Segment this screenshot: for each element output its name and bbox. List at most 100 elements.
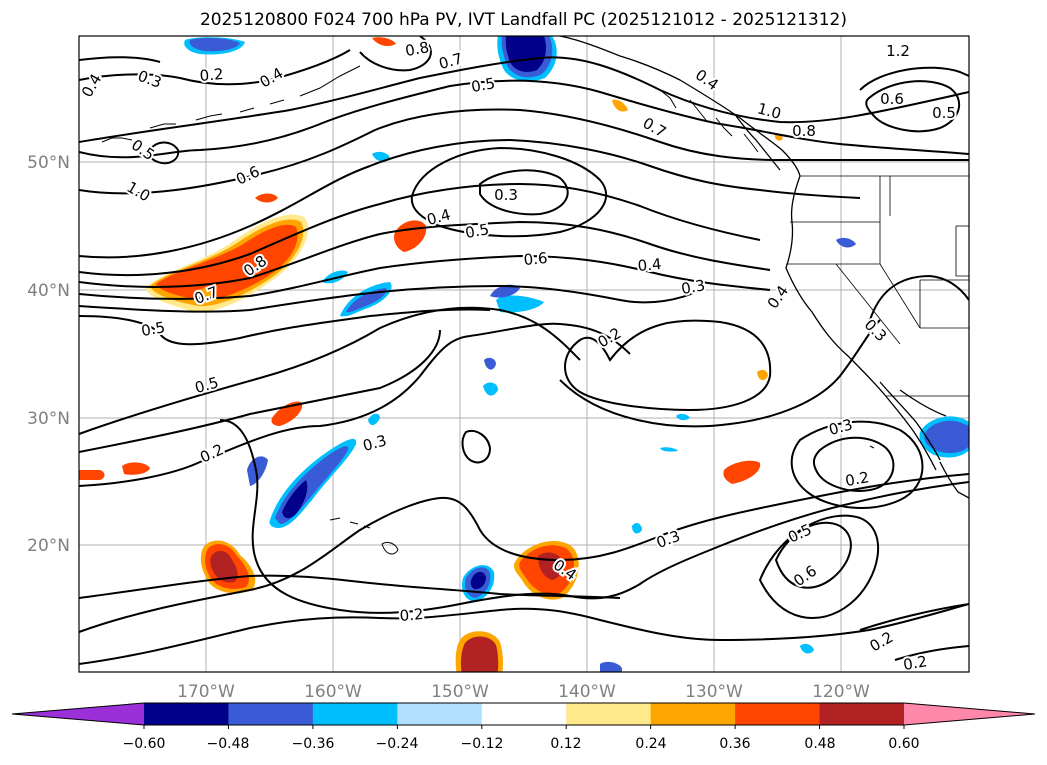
contour-line-5 (79, 182, 761, 277)
island-hawaii-4 (381, 541, 399, 555)
contour-label-12: 0.6 (880, 90, 904, 108)
island-aleutian-1 (101, 137, 133, 143)
contour-line-31 (869, 274, 969, 321)
colorbar-label-6: 0.12 (550, 736, 581, 752)
contour-line-30 (859, 66, 969, 91)
pv-positive-blob-north-pacific (145, 214, 309, 313)
lon-label-160w: 160°W (304, 682, 362, 702)
contour-label-11: 0.8 (792, 122, 816, 140)
island-aleutian-2 (149, 123, 176, 129)
colorbar-label-3: −0.36 (292, 736, 335, 752)
lon-label-140w: 140°W (558, 682, 616, 702)
lat-label-30n: 30°N (27, 409, 70, 429)
contour-line-32 (359, 36, 432, 72)
colorbar: −0.60 −0.48 −0.36 −0.24 −0.12 0.12 0.24 … (11, 702, 1036, 752)
contour-label-21: 0.6 (523, 249, 548, 269)
contour-line-12 (79, 322, 631, 487)
contour-line-10 (79, 306, 581, 435)
border-state-10 (835, 263, 901, 345)
colorbar-label-4: −0.24 (376, 736, 419, 752)
contour-line-19 (790, 420, 924, 509)
gridlines (79, 36, 969, 672)
contour-line-17 (564, 319, 772, 412)
island-aleutian-5 (269, 99, 285, 105)
pv-negative-blob-20 (660, 447, 678, 452)
contour-line-15 (79, 603, 969, 665)
contour-line-20 (812, 436, 895, 492)
contour-line-9 (79, 308, 491, 346)
island-alaska-peninsula (299, 65, 361, 97)
coastline-mexico (939, 461, 969, 499)
contour-line-6 (79, 220, 771, 288)
border-state-4 (879, 263, 921, 329)
contour-line-7 (79, 254, 771, 300)
pv-positive-blob-2 (271, 401, 303, 426)
pv-negative-blob-19 (632, 523, 642, 534)
pv-positive-blob-8 (757, 369, 768, 381)
colorbar-segment-4 (397, 703, 483, 725)
contour-line-11 (79, 329, 441, 453)
coastline-baja (879, 381, 941, 461)
pv-negative-blob-15 (836, 237, 856, 248)
pv-negative-blob-17 (800, 643, 814, 654)
island-guadalupe (869, 445, 875, 449)
contour-line-33 (79, 49, 351, 86)
pv-negative-blob-14 (368, 413, 380, 426)
island-hawaii-1 (329, 517, 341, 521)
lat-label-20n: 20°N (27, 536, 70, 556)
island-southeast-alaska-4 (743, 133, 759, 153)
colorbar-segment-3 (312, 703, 398, 725)
colorbar-label-2: −0.48 (207, 736, 250, 752)
contour-label-2: 0.2 (199, 65, 224, 85)
contour-line-22 (758, 514, 880, 619)
contour-label-22: 0.4 (637, 255, 662, 275)
coastlines (559, 36, 969, 499)
pv-negative-blob-16 (600, 661, 622, 672)
colorbar-ticks (143, 725, 905, 729)
contour-label-20: 0.5 (464, 220, 491, 242)
pv-negative-blob-4 (919, 416, 969, 458)
contour-line-28 (148, 141, 180, 165)
contour-line-26 (410, 146, 607, 238)
pv-positive-blob-11 (199, 288, 214, 300)
colorbar-label-10: 0.60 (888, 736, 919, 752)
colorbar-under-extend (12, 703, 144, 725)
coastline-north-america-west (785, 175, 937, 471)
coastline-alaska (559, 36, 801, 177)
lon-label-130w: 130°W (685, 682, 743, 702)
colorbar-over-extend (904, 703, 1035, 725)
pv-negative-blob-5 (184, 37, 245, 55)
islands (101, 65, 875, 555)
colorbar-tick-labels: −0.60 −0.48 −0.36 −0.24 −0.12 0.12 0.24 … (123, 736, 920, 752)
colorbar-segment-9 (819, 703, 905, 725)
colorbar-segment-7 (650, 703, 736, 725)
pv-positive-blob-10 (372, 37, 396, 46)
contour-line-23 (859, 603, 969, 631)
latitude-labels: 50°N 40°N 30°N 20°N (27, 153, 70, 556)
colorbar-segment-6 (566, 703, 652, 725)
contour-line-14 (79, 473, 969, 633)
island-aleutian-3 (195, 113, 223, 121)
contour-line-25 (479, 169, 569, 216)
lon-label-170w: 170°W (177, 682, 235, 702)
colorbar-segment-2 (228, 703, 314, 725)
contour-label-26: 0.5 (140, 318, 167, 340)
colorbar-segment-5 (481, 703, 567, 725)
map-title: 2025120800 F024 700 hPa PV, IVT Landfall… (199, 10, 847, 30)
coastline-british-columbia (735, 115, 781, 171)
colorbar-label-9: 0.48 (804, 736, 835, 752)
pv-negative-blob-2 (497, 36, 557, 82)
lat-label-50n: 50°N (27, 153, 70, 173)
contour-line-1 (79, 56, 969, 143)
contour-line-34 (79, 56, 161, 63)
pv-negative-blob-8 (490, 284, 520, 298)
ivt-contours (79, 36, 969, 665)
pv-positive-blob-5 (723, 460, 761, 484)
pv-negative-blob-18 (676, 413, 690, 421)
contour-line-4 (79, 138, 861, 259)
contour-line-3 (79, 108, 969, 195)
island-aleutian-4 (239, 107, 255, 113)
pv-negative-blob-7 (496, 295, 544, 313)
pv-positive-blob-south (455, 631, 503, 672)
